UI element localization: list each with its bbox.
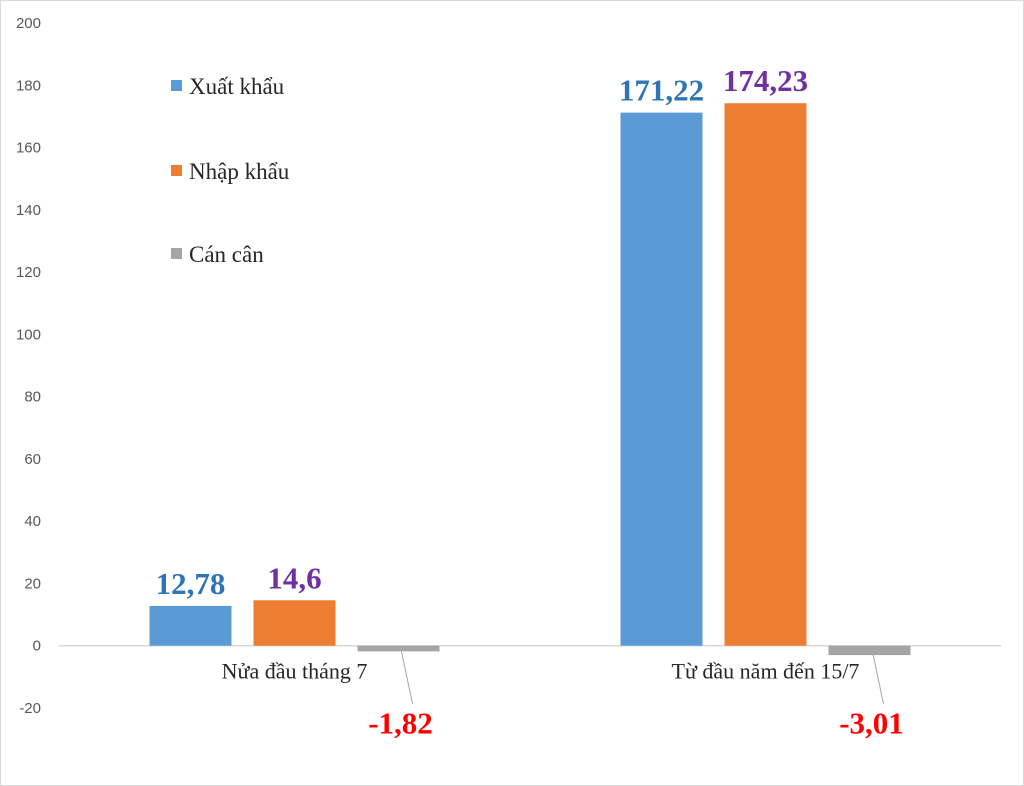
y-tick-label: 0	[33, 638, 41, 655]
data-label: 171,22	[619, 73, 704, 108]
legend-label: Xuất khẩu	[189, 74, 285, 99]
data-labels: 12,78 14,6 -1,82 171,22 174,23 -3,01	[156, 63, 904, 740]
y-tick-label: 60	[24, 451, 41, 468]
legend-label: Cán cân	[189, 242, 264, 267]
leader-lines	[401, 651, 884, 704]
y-tick-label: 200	[16, 15, 41, 32]
category-label: Từ đầu năm đến 15/7	[672, 659, 860, 684]
y-tick-label: 120	[16, 264, 41, 281]
legend-swatch	[171, 80, 182, 91]
data-label: -3,01	[839, 706, 904, 741]
bar	[357, 645, 440, 652]
category-label: Nửa đầu tháng 7	[222, 659, 368, 684]
data-label: 174,23	[723, 63, 808, 98]
bar	[724, 103, 807, 646]
leader-line	[872, 651, 884, 704]
data-label: -1,82	[368, 706, 433, 741]
bar	[149, 605, 232, 646]
leader-line	[401, 651, 413, 704]
legend-label: Nhập khẩu	[189, 159, 290, 184]
y-tick-label: 100	[16, 326, 41, 343]
bar	[828, 645, 911, 656]
y-tick-label: 180	[16, 77, 41, 94]
y-tick-label: 160	[16, 140, 41, 157]
data-label: 14,6	[267, 560, 321, 595]
y-tick-label: -20	[19, 700, 41, 717]
category-labels: Nửa đầu tháng 7 Từ đầu năm đến 15/7	[222, 659, 860, 684]
bars	[149, 103, 911, 656]
data-label: 12,78	[156, 566, 226, 601]
bar	[620, 112, 703, 646]
y-tick-label: 20	[24, 575, 41, 592]
y-tick-label: 140	[16, 202, 41, 219]
y-tick-label: 80	[24, 389, 41, 406]
legend-swatch	[171, 165, 182, 176]
legend-swatch	[171, 248, 182, 259]
y-tick-label: 40	[24, 513, 41, 530]
legend: Xuất khẩu Nhập khẩu Cán cân	[171, 74, 290, 267]
bar	[253, 600, 336, 646]
